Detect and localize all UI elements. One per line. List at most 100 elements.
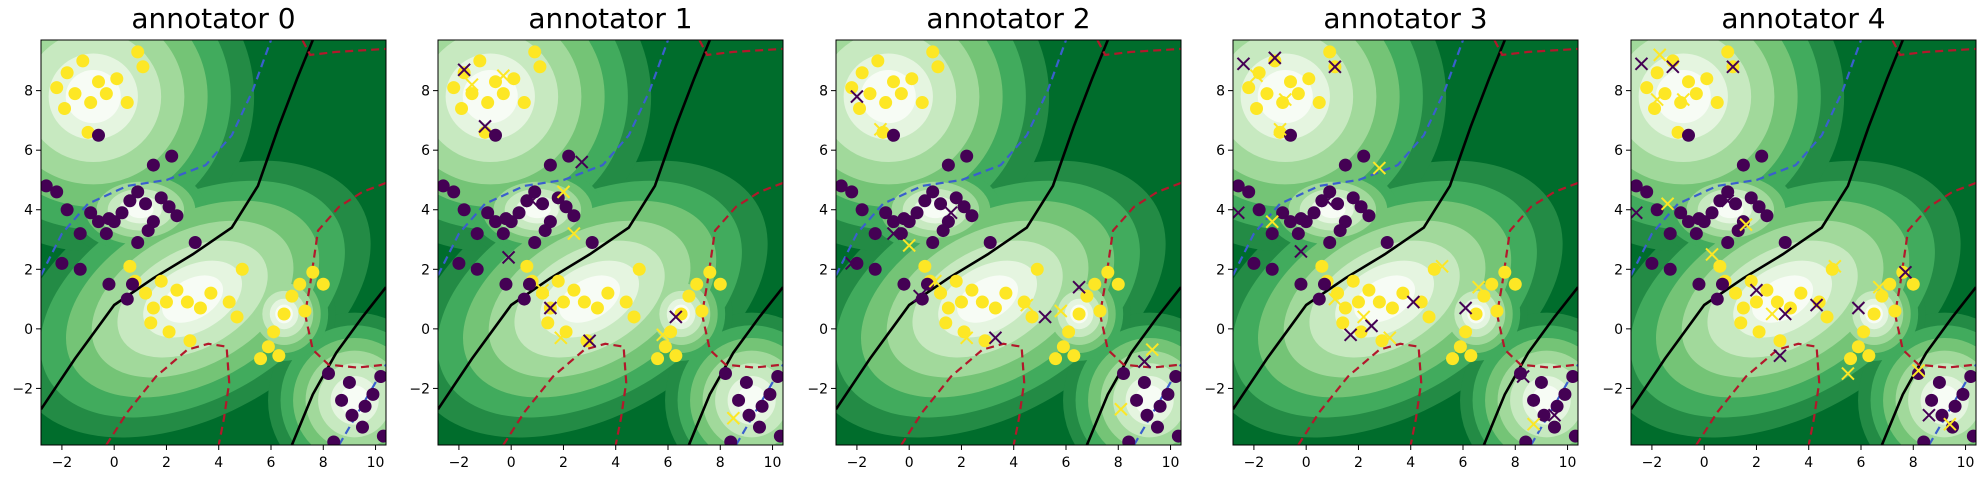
class1-point (1671, 125, 1685, 139)
class1-point (99, 87, 113, 101)
class1-point (1464, 349, 1478, 363)
class0-point (1161, 387, 1175, 401)
x-tick-label: −2 (52, 455, 73, 471)
class1-point (905, 72, 919, 86)
dashed-contour-line (700, 181, 783, 369)
class0-point (522, 277, 536, 291)
class1-point (1760, 283, 1774, 297)
cross-marker (844, 256, 859, 271)
class1-point (1658, 87, 1672, 101)
cross-marker (1634, 57, 1649, 71)
class0-point (1233, 179, 1245, 193)
class0-point (1566, 370, 1578, 384)
x-tick-label: 8 (716, 455, 725, 471)
class1-point (1049, 352, 1063, 366)
panel-title: annotator 0 (131, 2, 295, 35)
x-tick-label: 10 (367, 455, 385, 471)
class1-point (1689, 87, 1703, 101)
class1-point (577, 295, 591, 309)
class0-point (1760, 209, 1774, 223)
x-tick-label: 10 (1162, 455, 1180, 471)
class0-point (1354, 200, 1368, 214)
class0-point (1932, 375, 1946, 389)
class0-point (102, 277, 116, 291)
class1-point (159, 295, 173, 309)
class1-point (1888, 304, 1902, 318)
class1-point (180, 295, 194, 309)
cross-marker (988, 331, 1003, 345)
x-tick-label: 6 (1459, 455, 1468, 471)
class0-point (1689, 227, 1703, 241)
class1-point (894, 87, 908, 101)
class1-point (999, 286, 1013, 300)
class0-point (926, 185, 940, 199)
class0-point (965, 209, 979, 223)
cross-marker (669, 310, 683, 324)
cross-marker (543, 301, 558, 315)
class1-point (110, 72, 124, 86)
panel-3: annotator 3 −2 0 2 4 6 8 10 −2 0 2 4 6 8 (1204, 2, 1579, 471)
class1-point (1331, 286, 1345, 300)
x-tick-label: −2 (449, 455, 470, 471)
class1-point (1072, 307, 1086, 321)
dashed-contour-line (1098, 181, 1181, 369)
cross-marker (457, 63, 471, 77)
cross-marker (1809, 298, 1824, 312)
class0-point (1778, 236, 1792, 249)
class1-point (193, 301, 207, 315)
class1-point (154, 274, 168, 288)
class0-point (496, 227, 510, 241)
class0-point (562, 149, 576, 163)
decision-boundary-line (1233, 40, 1507, 411)
class0-point (1568, 429, 1578, 443)
class0-point (879, 206, 893, 220)
cross-marker (1650, 92, 1664, 107)
class1-point (590, 301, 604, 315)
class0-point (1547, 420, 1561, 434)
cross-marker (1145, 342, 1159, 357)
class1-point (447, 81, 461, 95)
class0-point (41, 179, 53, 193)
class1-point (978, 334, 992, 348)
x-tick-label: 10 (1559, 455, 1577, 471)
class0-point (1527, 393, 1541, 407)
class1-point (965, 283, 979, 297)
cross-marker (1278, 92, 1292, 107)
class0-point (131, 185, 145, 199)
class1-point (682, 289, 696, 303)
class1-point (1302, 72, 1316, 86)
decision-boundary-line (1631, 40, 1905, 411)
contour-level (462, 70, 518, 124)
x-tick-label: −2 (1642, 455, 1663, 471)
cross-marker (1406, 295, 1421, 309)
class1-point (975, 295, 989, 309)
cross-marker (1249, 69, 1264, 83)
class0-point (732, 393, 746, 407)
cross-marker (1114, 402, 1128, 416)
class1-point (68, 87, 82, 101)
class0-point (1755, 149, 1769, 163)
class1-point (1268, 54, 1282, 68)
x-tick-label: 8 (1114, 455, 1123, 471)
class1-point (222, 295, 236, 309)
class1-point (1242, 81, 1256, 95)
cross-marker (1547, 408, 1562, 422)
class0-point (355, 420, 369, 434)
class0-point (1731, 224, 1745, 238)
cross-marker (1828, 259, 1842, 274)
class1-point (183, 334, 197, 348)
class1-point (669, 349, 683, 363)
x-tick-label: 10 (1957, 455, 1975, 471)
class0-point (1150, 420, 1164, 434)
class0-point (1721, 185, 1735, 199)
panel-title: annotator 3 (1323, 2, 1487, 35)
cross-marker (1749, 283, 1764, 297)
class1-point (536, 286, 550, 300)
class1-point (1736, 301, 1750, 315)
class1-point (261, 340, 275, 354)
y-tick-label: 0 (24, 322, 33, 338)
class0-point (1276, 206, 1290, 220)
class1-point (230, 310, 244, 324)
class0-point (1682, 215, 1695, 229)
class0-point (141, 224, 155, 238)
